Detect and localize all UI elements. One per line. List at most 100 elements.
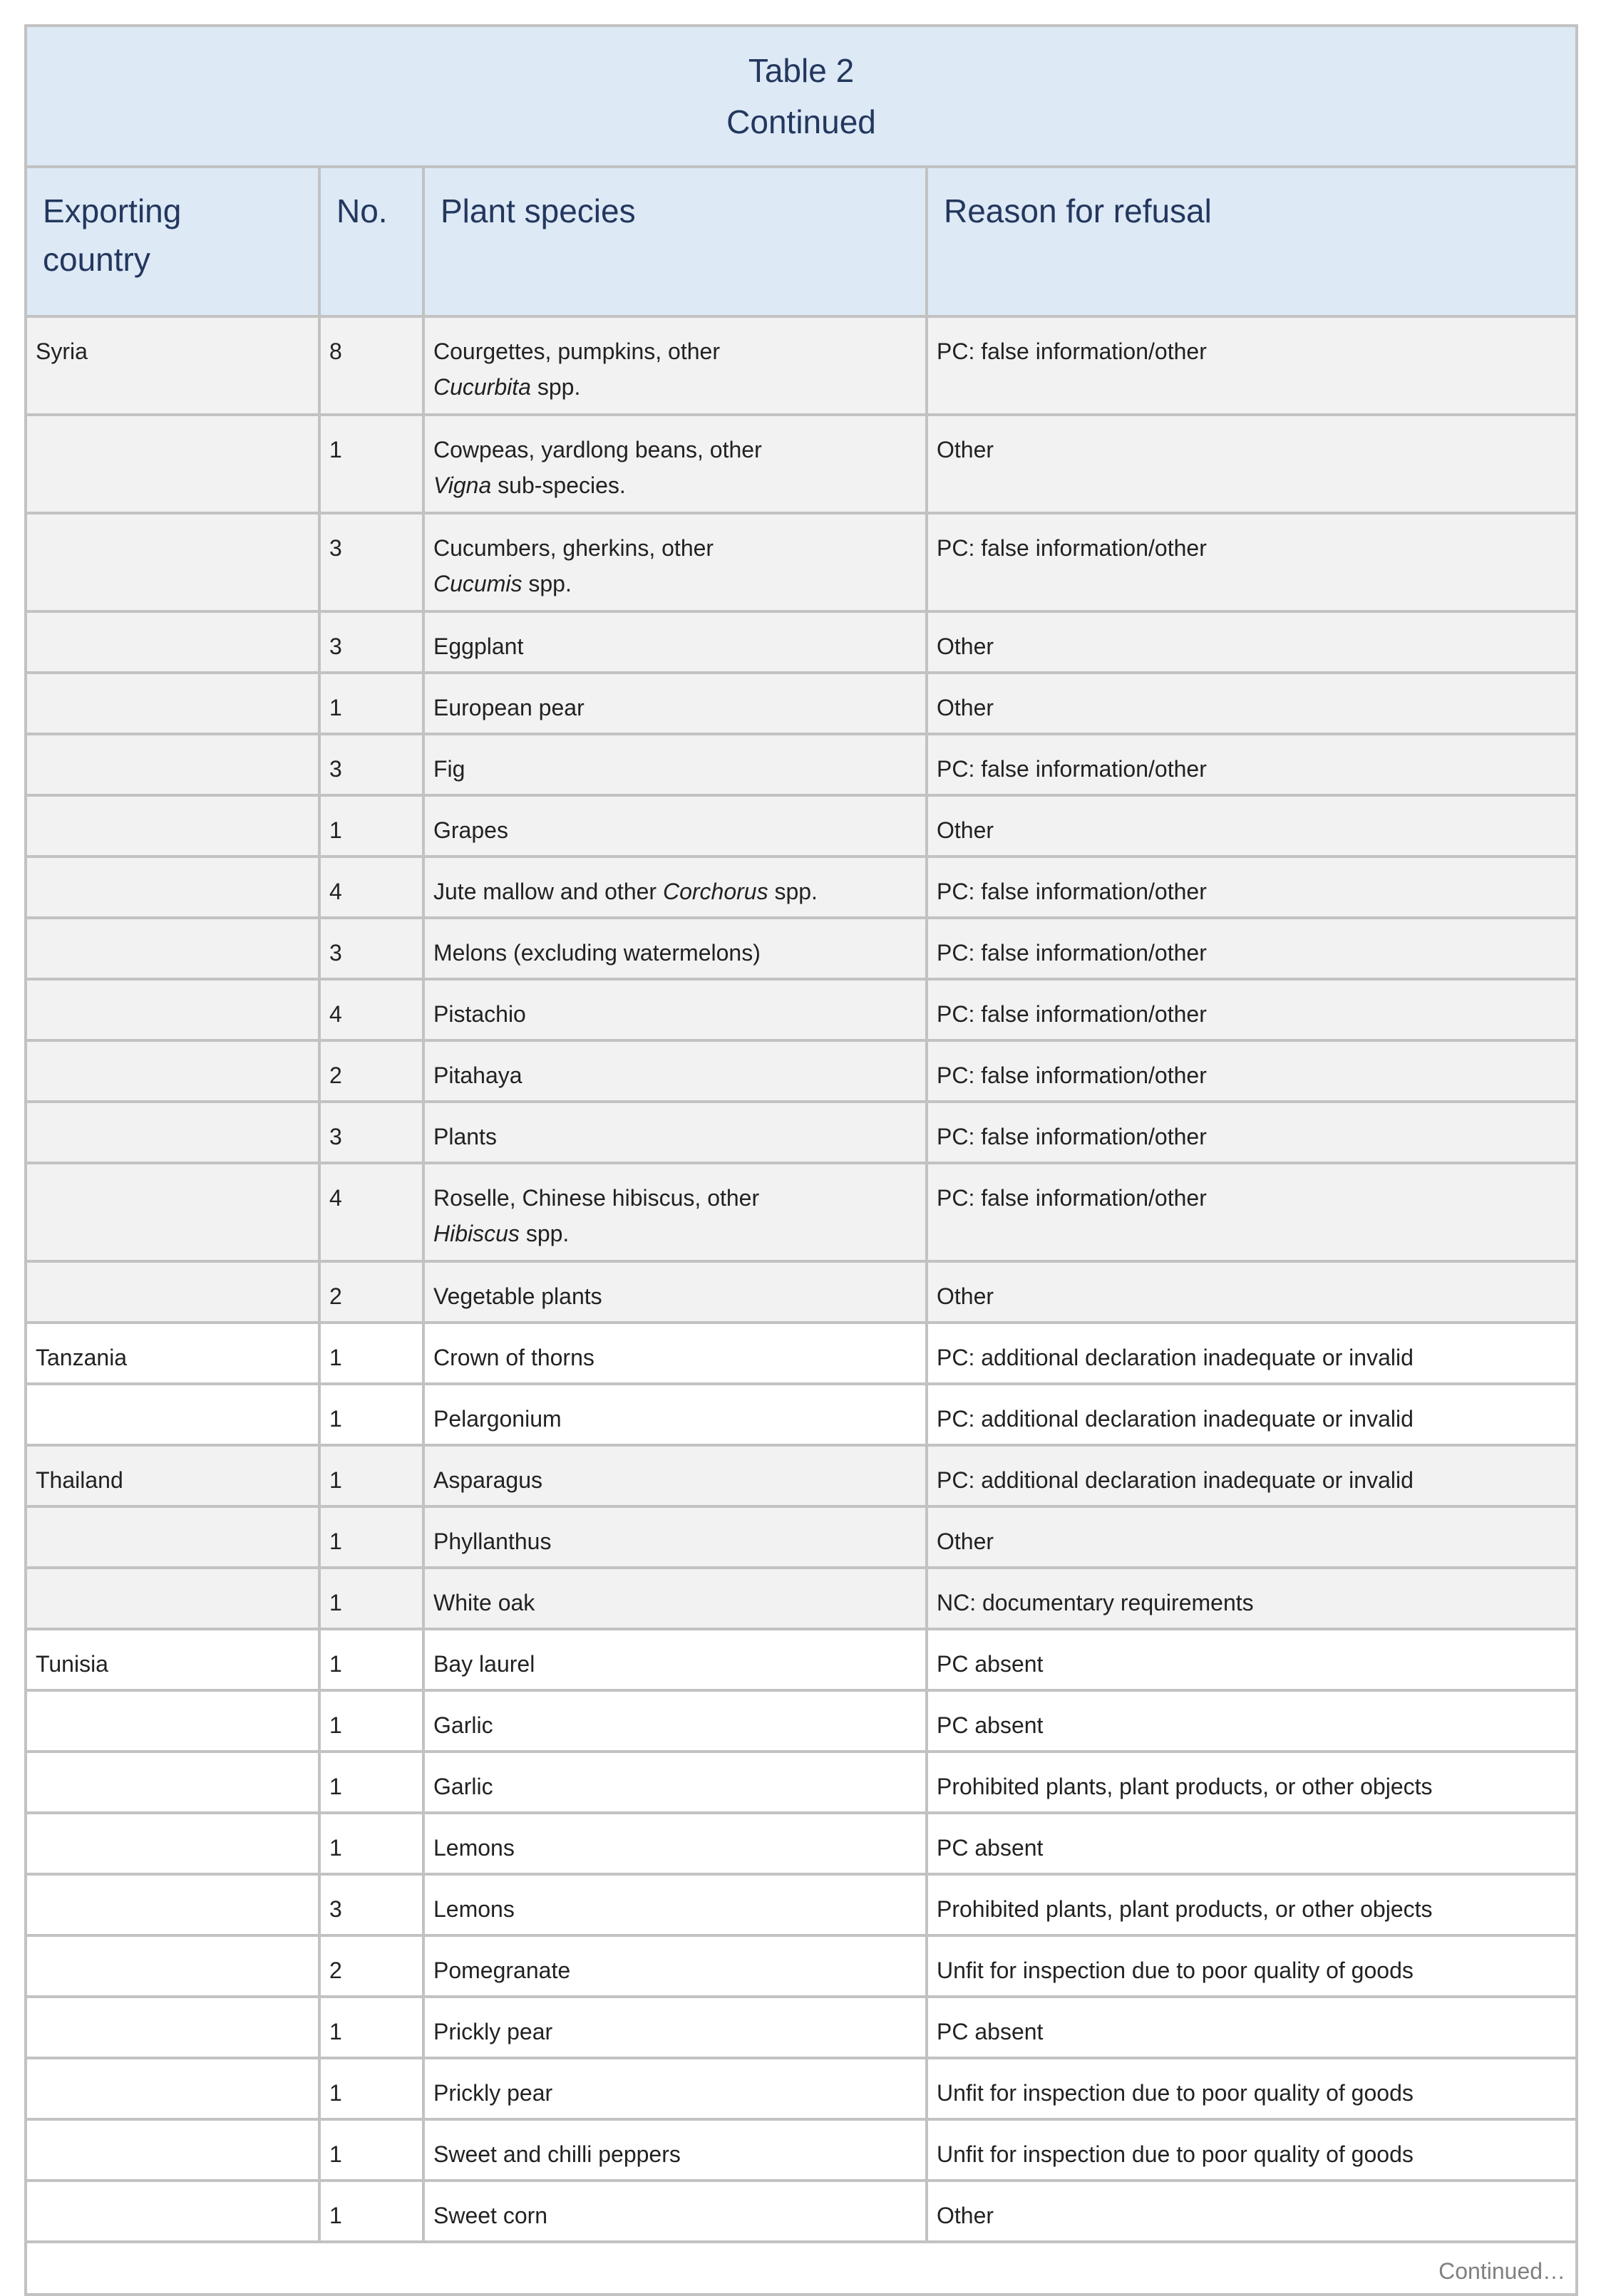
cell-reason: Other: [925, 1505, 1579, 1569]
continued-note: Continued…: [24, 2240, 1579, 2296]
cell-no: 1: [318, 1505, 425, 1569]
cell-reason: Other: [925, 413, 1579, 514]
cell-plant-species: Crown of thorns: [422, 1321, 928, 1385]
table-row: Tanzania 1 Crown of thorns PC: additional d…: [24, 1321, 1579, 1385]
cell-no: 1: [318, 413, 425, 514]
cell-no: 3: [318, 610, 425, 674]
cell-reason: Other: [925, 610, 1579, 674]
cell-no: 1: [318, 1995, 425, 2059]
cell-no: 1: [318, 2057, 425, 2121]
species-text: Roselle, Chinese hibiscus, other: [433, 1185, 760, 1211]
cell-no: 1: [318, 2179, 425, 2243]
table-caption: Table 2 Continued: [24, 24, 1579, 168]
table-title: Table 2: [748, 52, 855, 89]
cell-plant-species: Courgettes, pumpkins, other Cucurbita spp…: [422, 315, 928, 416]
species-text: Crown of thorns: [433, 1345, 594, 1370]
cell-country: [24, 1934, 321, 1998]
cell-reason: PC: additional declaration inadequate or…: [925, 1444, 1579, 1508]
species-genus-italic: Hibiscus: [433, 1221, 520, 1246]
table-row: 3 Fig PC: false information/other: [24, 733, 1579, 797]
cell-country: [24, 1260, 321, 1324]
cell-reason: PC: false information/other: [925, 1162, 1579, 1263]
species-text: Prickly pear: [433, 2080, 553, 2106]
cell-no: 2: [318, 1260, 425, 1324]
species-text: spp.: [522, 571, 572, 596]
species-text: Garlic: [433, 1712, 493, 1738]
cell-plant-species: Vegetable plants: [422, 1260, 928, 1324]
table-row: 1 Prickly pear Unfit for inspection due to…: [24, 2057, 1579, 2121]
cell-plant-species: Sweet corn: [422, 2179, 928, 2243]
table-row: 4 Pistachio PC: false information/other: [24, 978, 1579, 1042]
species-text: European pear: [433, 695, 585, 720]
cell-reason: Other: [925, 1260, 1579, 1324]
species-text: Eggplant: [433, 634, 524, 659]
cell-country: [24, 1995, 321, 2059]
species-text: Phyllanthus: [433, 1529, 552, 1554]
species-text: Cowpeas, yardlong beans, other: [433, 437, 762, 462]
cell-plant-species: Grapes: [422, 794, 928, 858]
species-text: Pelargonium: [433, 1406, 562, 1432]
header-reason: Reason for refusal: [925, 165, 1579, 318]
cell-reason: Unfit for inspection due to poor quality…: [925, 2057, 1579, 2121]
cell-plant-species: European pear: [422, 671, 928, 735]
cell-country: Thailand: [24, 1444, 321, 1508]
cell-country: [24, 1689, 321, 1753]
header-no: No.: [318, 165, 425, 318]
cell-reason: PC: additional declaration inadequate or…: [925, 1321, 1579, 1385]
cell-reason: Other: [925, 794, 1579, 858]
table-row: 1 Phyllanthus Other: [24, 1505, 1579, 1569]
species-text: Courgettes, pumpkins, other: [433, 338, 720, 364]
cell-plant-species: Fig: [422, 733, 928, 797]
table-row: 3 Melons (excluding watermelons) PC: false…: [24, 916, 1579, 981]
table-row: 1 White oak NC: documentary requirements: [24, 1566, 1579, 1630]
cell-reason: PC: false information/other: [925, 916, 1579, 981]
cell-reason: Prohibited plants, plant products, or ot…: [925, 1750, 1579, 1814]
cell-reason: PC: additional declaration inadequate or…: [925, 1382, 1579, 1447]
species-text: spp.: [519, 1221, 570, 1246]
cell-country: [24, 1750, 321, 1814]
cell-no: 1: [318, 1750, 425, 1814]
cell-plant-species: Prickly pear: [422, 2057, 928, 2121]
cell-plant-species: Jute mallow and other Corchorus spp.: [422, 855, 928, 919]
cell-plant-species: Melons (excluding watermelons): [422, 916, 928, 981]
cell-no: 1: [318, 1811, 425, 1876]
cell-no: 1: [318, 1382, 425, 1447]
species-genus-italic: Cucumis: [433, 571, 522, 596]
cell-plant-species: Asparagus: [422, 1444, 928, 1508]
cell-plant-species: Eggplant: [422, 610, 928, 674]
cell-no: 1: [318, 1628, 425, 1692]
cell-reason: PC: false information/other: [925, 733, 1579, 797]
cell-plant-species: Bay laurel: [422, 1628, 928, 1692]
cell-plant-species: Sweet and chilli peppers: [422, 2118, 928, 2182]
table-row: Syria 8 Courgettes, pumpkins, other Cucurbi…: [24, 315, 1579, 416]
cell-plant-species: Pitahaya: [422, 1039, 928, 1103]
cell-country: [24, 1873, 321, 1937]
species-text: Pistachio: [433, 1001, 526, 1027]
table-row: 2 Pomegranate Unfit for inspection due to …: [24, 1934, 1579, 1998]
cell-reason: PC: false information/other: [925, 1100, 1579, 1164]
table-subtitle: Continued: [726, 103, 876, 140]
cell-no: 1: [318, 1566, 425, 1630]
cell-no: 8: [318, 315, 425, 416]
cell-reason: PC absent: [925, 1811, 1579, 1876]
cell-country: [24, 2057, 321, 2121]
cell-plant-species: Plants: [422, 1100, 928, 1164]
table-row: 1 Cowpeas, yardlong beans, other Vigna sub…: [24, 413, 1579, 514]
cell-plant-species: Lemons: [422, 1873, 928, 1937]
cell-reason: Unfit for inspection due to poor quality…: [925, 2118, 1579, 2182]
species-genus-italic: Cucurbita: [433, 374, 531, 400]
cell-country: [24, 916, 321, 981]
table-row: 1 Lemons PC absent: [24, 1811, 1579, 1876]
cell-plant-species: Prickly pear: [422, 1995, 928, 2059]
cell-plant-species: Pomegranate: [422, 1934, 928, 1998]
table-row: Tunisia 1 Bay laurel PC absent: [24, 1628, 1579, 1692]
species-text: Pitahaya: [433, 1062, 522, 1088]
species-text: Sweet corn: [433, 2203, 548, 2228]
table-row: 1 Sweet corn Other: [24, 2179, 1579, 2243]
species-text: White oak: [433, 1590, 535, 1615]
species-text: Bay laurel: [433, 1651, 535, 1677]
cell-reason: PC: false information/other: [925, 1039, 1579, 1103]
cell-country: [24, 1505, 321, 1569]
cell-reason: PC absent: [925, 1995, 1579, 2059]
cell-no: 4: [318, 1162, 425, 1263]
